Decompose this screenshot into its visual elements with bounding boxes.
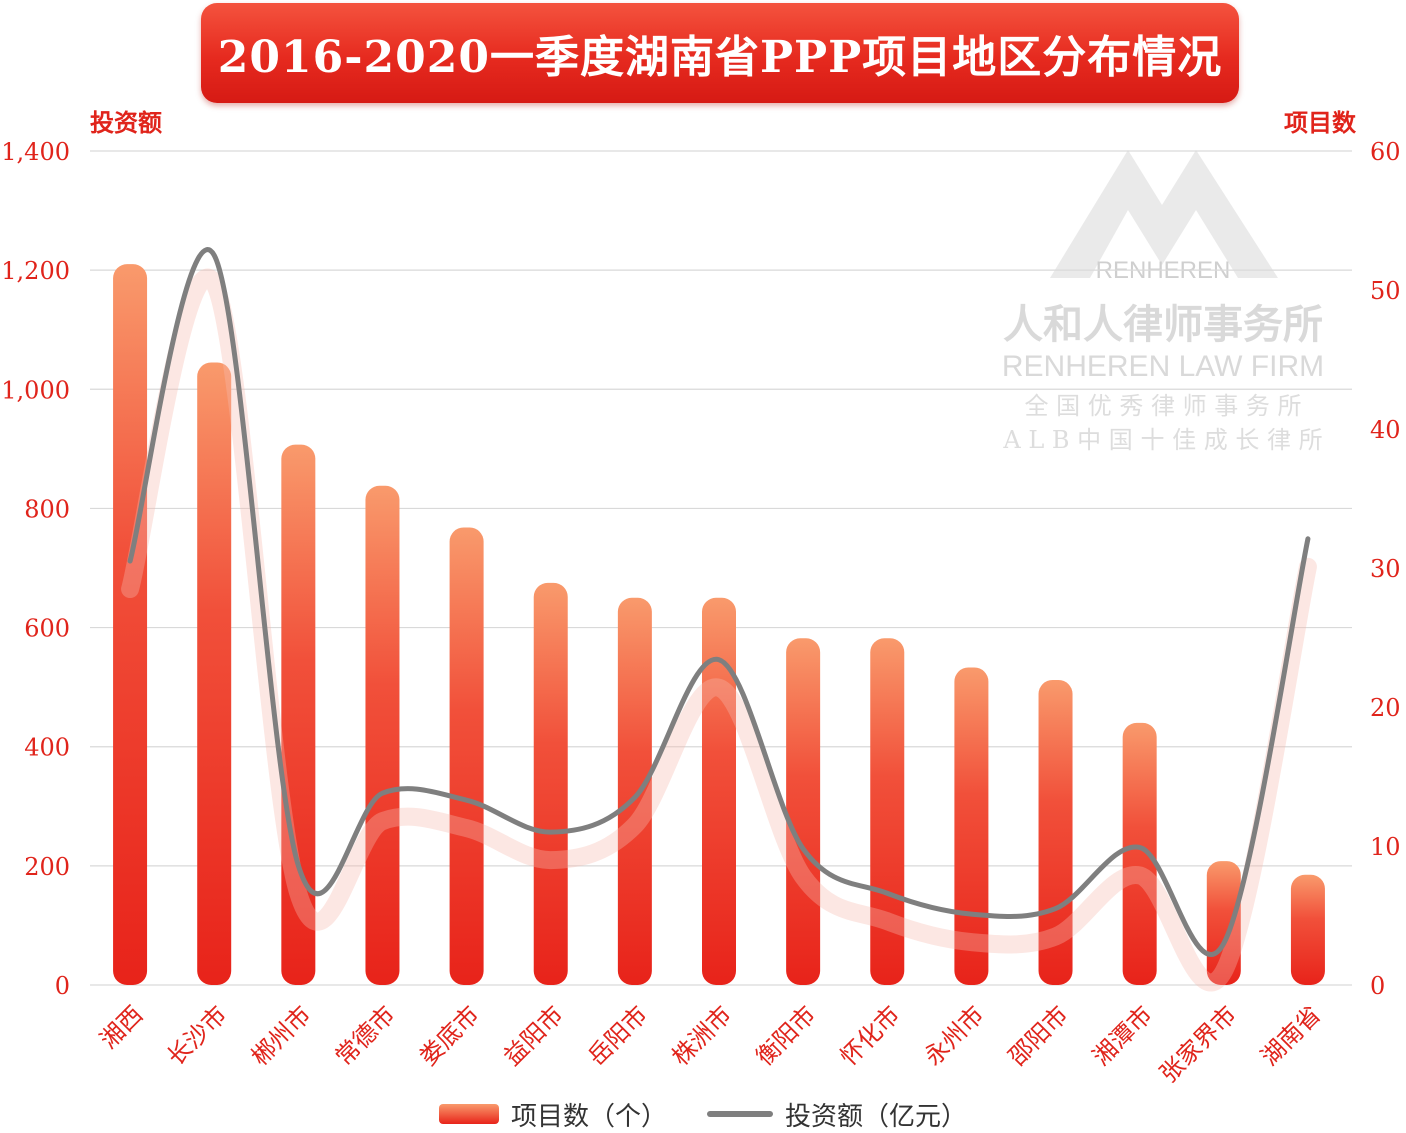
- left-tick-label: 200: [24, 853, 70, 881]
- x-tick-label: 怀化市: [835, 1000, 906, 1071]
- bar: [1290, 874, 1325, 985]
- x-tick-label: 永州市: [919, 1000, 990, 1071]
- right-axis: 0 10 20 30 40 50 60: [1370, 138, 1401, 1000]
- bar: [365, 485, 400, 985]
- bar: [1122, 722, 1157, 985]
- x-tick-label: 常德市: [330, 1000, 401, 1071]
- x-tick-label: 郴州市: [246, 1000, 317, 1071]
- right-tick-label: 50: [1370, 277, 1401, 305]
- watermark-name-en: RENHEREN LAW FIRM: [1002, 350, 1324, 383]
- chart-title: 2016-2020一季度湖南省PPP项目地区分布情况: [217, 32, 1223, 83]
- x-tick-label: 湖南省: [1255, 1000, 1326, 1071]
- watermark-line3: 全 国 优 秀 律 师 事 务 所: [1024, 392, 1301, 420]
- bar-series: [113, 264, 1325, 986]
- x-tick-label: 湘西: [95, 1000, 149, 1054]
- left-axis-label: 投资额: [90, 108, 162, 137]
- x-tick-label: 娄底市: [414, 1000, 485, 1071]
- x-tick-label: 岳阳市: [582, 1000, 653, 1071]
- legend-item-bar: 项目数（个）: [438, 1096, 667, 1133]
- bar: [533, 582, 568, 985]
- bar: [786, 638, 821, 985]
- legend-bar-swatch: [438, 1104, 499, 1124]
- legend-line-swatch: [707, 1111, 773, 1117]
- left-tick-label: 1,000: [1, 376, 70, 404]
- line-glow: [121, 268, 1317, 992]
- x-tick-label: 湘潭市: [1087, 1000, 1158, 1071]
- x-tick-label: 株洲市: [667, 1000, 738, 1071]
- left-tick-label: 1,400: [1, 138, 70, 166]
- right-axis-label: 项目数: [1284, 108, 1357, 137]
- legend-bar-label: 项目数（个）: [510, 1101, 667, 1132]
- x-tick-label: 邵阳市: [1003, 1000, 1074, 1071]
- bar: [113, 264, 148, 986]
- left-tick-label: 1,200: [1, 257, 70, 285]
- bar: [702, 597, 736, 985]
- right-tick-label: 20: [1370, 694, 1401, 722]
- watermark-line4: A L B 中 国 十 佳 成 长 律 所: [1002, 426, 1322, 454]
- bar: [954, 667, 989, 985]
- right-tick-label: 0: [1370, 972, 1385, 1000]
- bar: [1038, 679, 1073, 985]
- watermark-name-cn: 人和人律师事务所: [1003, 301, 1323, 348]
- left-tick-label: 0: [55, 972, 70, 1000]
- left-tick-label: 800: [24, 495, 70, 523]
- line-series: [121, 247, 1317, 992]
- bar: [281, 444, 316, 985]
- legend-line-label: 投资额（亿元）: [785, 1101, 968, 1132]
- legend: 项目数（个） 投资额（亿元）: [0, 1096, 1406, 1132]
- x-tick-label: 长沙市: [162, 1000, 233, 1071]
- x-tick-label: 益阳市: [498, 1000, 569, 1071]
- right-tick-label: 30: [1370, 555, 1401, 583]
- watermark-logo-icon: [1050, 150, 1278, 278]
- x-tick-label: 衡阳市: [751, 1000, 822, 1071]
- bar: [449, 527, 484, 985]
- x-axis: 湘西 长沙市 郴州市 常德市 娄底市 益阳市 岳阳市 株洲市 衡阳市 怀化市 永州市 邵阳市 湘潭市张家…: [95, 1000, 1327, 1088]
- x-tick-label: 张家界市: [1154, 1000, 1242, 1088]
- watermark: RENHEREN 人和人律师事务所 RENHEREN LAW FIRM 全 国 …: [1002, 150, 1324, 454]
- bar: [617, 597, 652, 985]
- right-tick-label: 10: [1370, 833, 1401, 861]
- left-tick-label: 600: [24, 615, 70, 643]
- right-tick-label: 60: [1370, 138, 1401, 166]
- line-path: [127, 247, 1311, 957]
- legend-item-line: 投资额（亿元）: [707, 1096, 967, 1133]
- right-tick-label: 40: [1370, 416, 1401, 444]
- left-axis: 0 200 400 600 800 1,000 1,200 1,400: [1, 138, 70, 1000]
- title-banner: 2016-2020一季度湖南省PPP项目地区分布情况: [201, 3, 1239, 103]
- bar: [197, 362, 232, 985]
- left-tick-label: 400: [24, 734, 70, 762]
